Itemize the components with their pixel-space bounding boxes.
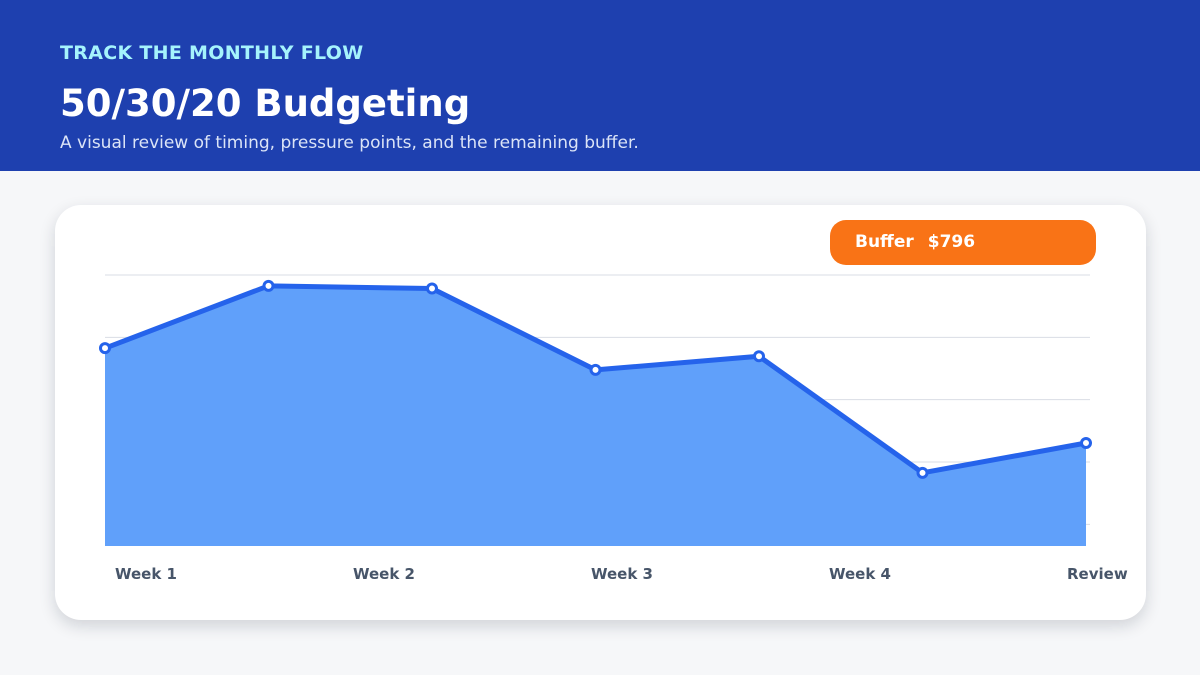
x-tick-label: Week 2 bbox=[353, 565, 415, 583]
x-tick-label: Review bbox=[1067, 565, 1128, 583]
data-point bbox=[426, 282, 438, 295]
x-tick-label: Week 4 bbox=[829, 565, 891, 583]
buffer-badge: Buffer $796 bbox=[830, 220, 1096, 265]
buffer-badge-value: $796 bbox=[927, 232, 976, 252]
data-point bbox=[589, 363, 602, 376]
header-kicker: TRACK THE MONTHLY FLOW bbox=[60, 42, 364, 64]
data-point bbox=[99, 342, 111, 355]
x-tick-label: Week 1 bbox=[115, 565, 177, 583]
data-point bbox=[1080, 437, 1092, 450]
data-point bbox=[753, 350, 765, 363]
page-subtitle: A visual review of timing, pressure poin… bbox=[60, 133, 639, 153]
buffer-badge-label: Buffer bbox=[855, 232, 914, 252]
header-banner bbox=[0, 0, 1200, 171]
x-tick-label: Week 3 bbox=[591, 565, 653, 583]
area-fill bbox=[105, 285, 1086, 546]
data-point bbox=[916, 466, 929, 479]
page-title: 50/30/20 Budgeting bbox=[60, 82, 471, 125]
data-point bbox=[262, 279, 275, 292]
